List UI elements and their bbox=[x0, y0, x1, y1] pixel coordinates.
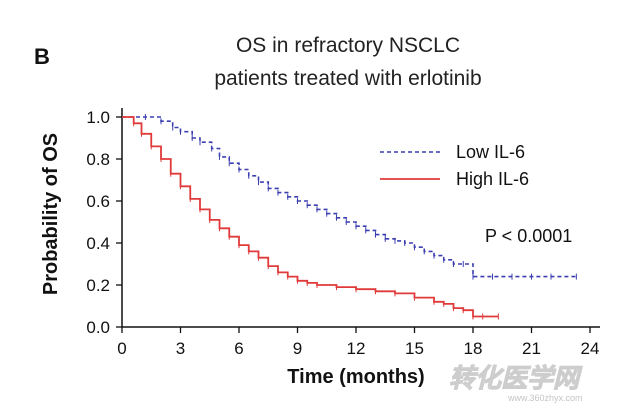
y-tick-label: 0.0 bbox=[86, 318, 110, 337]
x-tick-label: 24 bbox=[581, 339, 600, 358]
p-value-annotation: P < 0.0001 bbox=[485, 226, 572, 246]
x-tick-label: 9 bbox=[293, 339, 302, 358]
legend-label-low-il6: Low IL-6 bbox=[456, 142, 525, 162]
plot-axes bbox=[121, 108, 600, 328]
ticks-group: 0 3 6 9 12 15 18 21 24 0.0 0.2 0.4 0.6 0.8 1.0 bbox=[86, 108, 599, 358]
series-line-low-il6 bbox=[122, 116, 577, 278]
y-tick-label: 0.6 bbox=[86, 192, 110, 211]
watermark: 转化医学网 www.360zhyx.com bbox=[449, 364, 584, 404]
legend: Low IL-6 High IL-6 bbox=[380, 142, 529, 189]
legend-label-high-il6: High IL-6 bbox=[456, 169, 529, 189]
x-axis-label: Time (months) bbox=[287, 366, 424, 388]
chart-title-line-2: patients treated with erlotinib bbox=[214, 67, 481, 90]
y-tick-label: 1.0 bbox=[86, 108, 110, 127]
series-group bbox=[122, 114, 577, 320]
y-tick-label: 0.4 bbox=[86, 234, 110, 253]
panel-label: B bbox=[34, 44, 50, 69]
watermark-text: 转化医学网 bbox=[449, 364, 583, 394]
x-tick-label: 0 bbox=[117, 339, 126, 358]
y-tick-label: 0.2 bbox=[86, 276, 110, 295]
x-tick-label: 21 bbox=[522, 339, 541, 358]
x-tick-label: 6 bbox=[234, 339, 243, 358]
watermark-subtext: www.360zhyx.com bbox=[507, 393, 583, 403]
y-axis-label: Probability of OS bbox=[40, 133, 62, 295]
x-tick-label: 3 bbox=[176, 339, 185, 358]
series-line-high-il6 bbox=[122, 116, 499, 318]
x-tick-label: 18 bbox=[464, 339, 483, 358]
y-tick-label: 0.8 bbox=[86, 150, 110, 169]
x-tick-label: 12 bbox=[347, 339, 366, 358]
x-tick-label: 15 bbox=[405, 339, 424, 358]
chart-title-line-1: OS in refractory NSCLC bbox=[236, 34, 460, 57]
